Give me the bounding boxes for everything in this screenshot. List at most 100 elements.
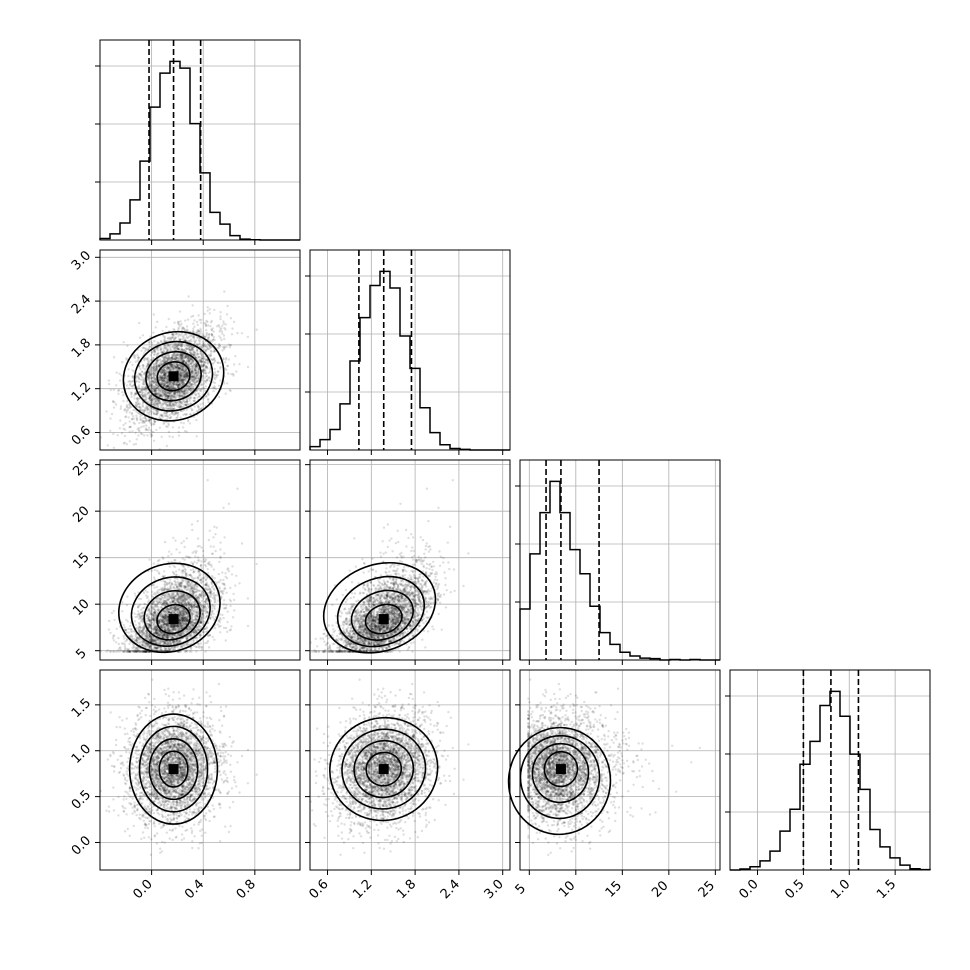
sample-point <box>170 385 172 387</box>
sample-point <box>191 368 193 370</box>
sample-point <box>211 340 213 342</box>
sample-point <box>205 329 207 331</box>
sample-point <box>197 556 199 558</box>
sample-point <box>175 384 177 386</box>
sample-point <box>205 350 207 352</box>
sample-point <box>226 382 228 384</box>
sample-point <box>133 395 135 397</box>
sample-point <box>109 417 111 419</box>
sample-point <box>127 375 129 377</box>
sample-point <box>156 353 158 355</box>
sample-point <box>139 337 141 339</box>
sample-point <box>153 370 155 372</box>
sample-point <box>170 394 172 396</box>
sample-point <box>183 540 185 542</box>
x-tick-label-3: 0.5 <box>782 877 807 902</box>
sample-point <box>143 373 145 375</box>
sample-point <box>207 479 209 481</box>
sample-point <box>178 357 180 359</box>
sample-point <box>213 568 215 570</box>
sample-point <box>192 328 194 330</box>
sample-point <box>163 422 165 424</box>
y-tick-label-1: 1.2 <box>69 380 94 405</box>
sample-point <box>146 434 148 436</box>
sample-point <box>153 563 155 565</box>
sample-point <box>127 407 129 409</box>
sample-point <box>113 447 115 449</box>
sample-point <box>200 352 202 354</box>
sample-point <box>233 321 235 323</box>
sample-point <box>131 430 133 432</box>
sample-point <box>190 383 192 385</box>
sample-point <box>211 320 213 322</box>
sample-point <box>209 308 211 310</box>
sample-point <box>176 333 178 335</box>
sample-point <box>220 339 222 341</box>
sample-point <box>155 410 157 412</box>
sample-point <box>199 356 201 358</box>
sample-point <box>156 321 158 323</box>
sample-point <box>119 427 121 429</box>
sample-point <box>126 384 128 386</box>
sample-point <box>180 422 182 424</box>
sample-point <box>203 360 205 362</box>
sample-point <box>154 379 156 381</box>
sample-point <box>179 320 181 322</box>
sample-point <box>222 320 224 322</box>
sample-point <box>208 646 210 648</box>
sample-point <box>218 344 220 346</box>
sample-point <box>178 431 180 433</box>
sample-point <box>135 376 137 378</box>
sample-point <box>133 397 135 399</box>
sample-point <box>150 354 152 356</box>
sample-point <box>168 414 170 416</box>
sample-point <box>124 416 126 418</box>
sample-point <box>159 363 161 365</box>
sample-point <box>200 560 202 562</box>
sample-point <box>190 335 192 337</box>
x-tick-label-3: 1.5 <box>874 877 899 902</box>
sample-point <box>203 369 205 371</box>
sample-point <box>138 322 140 324</box>
sample-point <box>116 371 118 373</box>
sample-point <box>141 371 143 373</box>
sample-point <box>218 335 220 337</box>
sample-point <box>161 375 163 377</box>
sample-point <box>225 345 227 347</box>
sample-point <box>198 408 200 410</box>
sample-point <box>183 422 185 424</box>
sample-point <box>224 361 226 363</box>
sample-point <box>187 337 189 339</box>
sample-point <box>178 353 180 355</box>
sample-point <box>238 363 240 365</box>
sample-point <box>136 354 138 356</box>
sample-point <box>152 387 154 389</box>
sample-point <box>140 350 142 352</box>
sample-point <box>118 389 120 391</box>
sample-point <box>122 428 124 430</box>
sample-point <box>222 507 224 509</box>
sample-point <box>229 346 231 348</box>
sample-point <box>191 379 193 381</box>
sample-point <box>247 336 249 338</box>
sample-point <box>178 323 180 325</box>
sample-point <box>164 380 166 382</box>
density-peak-1-0 <box>169 371 179 381</box>
sample-point <box>152 401 154 403</box>
sample-point <box>123 409 125 411</box>
sample-point <box>226 305 228 307</box>
sample-point <box>193 339 195 341</box>
sample-point <box>212 381 214 383</box>
sample-point <box>155 326 157 328</box>
sample-point <box>156 570 158 572</box>
sample-point <box>161 391 163 393</box>
sample-point <box>192 337 194 339</box>
sample-point <box>209 368 211 370</box>
sample-point <box>129 625 131 627</box>
sample-point <box>172 358 174 360</box>
sample-point <box>222 593 224 595</box>
sample-point <box>221 333 223 335</box>
sample-point <box>225 604 227 606</box>
sample-point <box>184 378 186 380</box>
y-tick-label-2: 20 <box>70 504 92 526</box>
